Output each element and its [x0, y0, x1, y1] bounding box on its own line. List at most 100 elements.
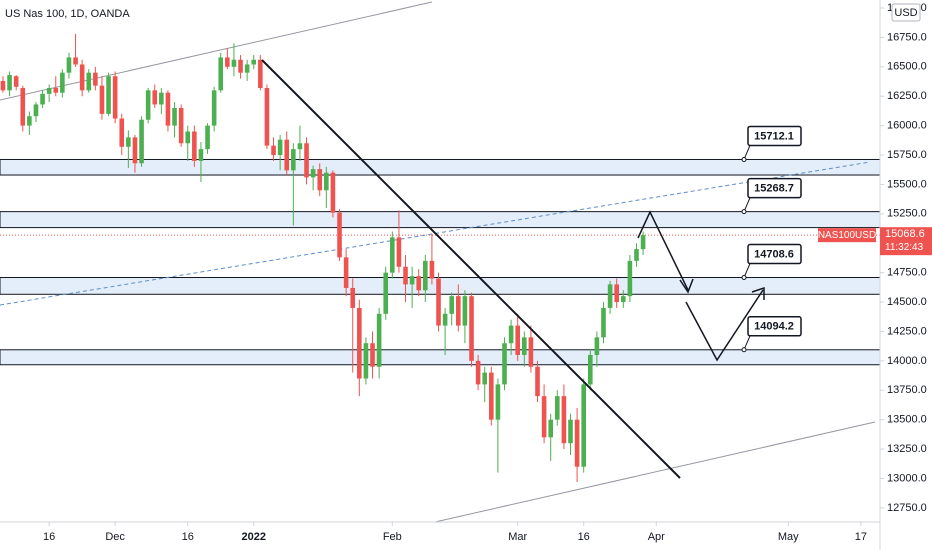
level-zone [0, 158, 881, 176]
y-tick-label: 13500.0 [887, 414, 927, 426]
candle-body [185, 131, 191, 144]
candle-body [198, 149, 204, 161]
y-tick-label: 16250.0 [887, 90, 927, 102]
candle-body [277, 139, 283, 156]
y-tick-label: 13000.0 [887, 472, 927, 484]
candle-body [211, 90, 217, 126]
y-tick-label: 16500.0 [887, 61, 927, 73]
candle-body [264, 87, 270, 146]
level-label: 15712.1 [754, 130, 794, 142]
level-zone [0, 349, 881, 366]
candle-body [310, 169, 316, 178]
candle-body [594, 337, 600, 355]
candle-body [607, 284, 613, 308]
y-tick-label: 12750.0 [887, 502, 927, 514]
candle-body [145, 90, 151, 120]
candle-body [429, 260, 435, 279]
candle-body [350, 287, 356, 308]
x-tick-label: Feb [383, 531, 402, 543]
candle-body [627, 260, 633, 297]
x-tick-label: 16 [578, 531, 590, 543]
x-tick-label: 17 [855, 531, 867, 543]
level-anchor [741, 209, 747, 215]
arrow-head [679, 278, 694, 294]
candle-body [330, 172, 336, 213]
candle-body [515, 325, 521, 355]
candle-body [376, 313, 382, 367]
candle-body [324, 172, 329, 191]
candle-body [317, 169, 323, 191]
y-tick-label: 14000.0 [887, 355, 927, 367]
candle-body [152, 90, 158, 105]
level-zone [0, 211, 881, 229]
candle-body [0, 80, 6, 91]
candle-body [106, 76, 111, 114]
candle-body [456, 296, 461, 326]
symbol-tag [818, 228, 876, 243]
level-label: 14708.6 [754, 248, 794, 260]
candle-body [66, 57, 72, 73]
candle-body [469, 296, 474, 361]
level-box [747, 125, 802, 147]
chart-title: US Nas 100, 1D, OANDA [5, 8, 130, 20]
y-tick-label: 14500.0 [887, 296, 927, 308]
y-tick-label: 13250.0 [887, 443, 927, 455]
candle-body [165, 92, 171, 126]
x-tick-label: Apr [648, 531, 665, 543]
candle-body [231, 59, 237, 67]
x-tick-label: 16 [43, 531, 55, 543]
candle-body [33, 104, 39, 117]
candle-body [86, 72, 92, 91]
candle-body [535, 366, 540, 397]
arrow-head [751, 286, 765, 300]
channel-lower [434, 421, 876, 523]
candle-body [396, 237, 402, 267]
candle-body [304, 143, 309, 178]
candle-body [139, 119, 144, 164]
candle-body [522, 337, 527, 355]
candle-body [555, 396, 560, 420]
candle-body [640, 235, 646, 250]
x-tick-label: May [778, 531, 799, 543]
candle-body [436, 278, 441, 326]
candle-body [132, 137, 138, 164]
level-pointer [743, 263, 751, 278]
candle-body [159, 92, 164, 105]
candle-body [423, 260, 428, 291]
candle-body [561, 396, 567, 444]
candle-body [601, 307, 606, 338]
level-pointer [743, 197, 751, 212]
candle-body [614, 284, 619, 303]
candle-body [284, 139, 290, 171]
candle-body [27, 116, 32, 126]
candle-body [548, 419, 554, 438]
candle-body [172, 107, 177, 126]
candle-body [357, 307, 362, 379]
candle-body [383, 272, 389, 314]
projection-arrow [637, 210, 689, 291]
symbol-label: NAS100USD [818, 230, 876, 241]
level-box [747, 177, 802, 199]
candle-body [587, 354, 593, 385]
candle-body [489, 372, 494, 420]
candle-body [581, 384, 586, 467]
candle-body [574, 419, 580, 467]
candle-body [119, 118, 125, 147]
y-tick-label: 13750.0 [887, 384, 927, 396]
candle-body [99, 85, 105, 114]
currency: USD [894, 7, 917, 19]
candle-body [482, 372, 488, 385]
candle-body [442, 313, 448, 326]
candle-body [79, 64, 85, 91]
candle-body [238, 59, 243, 73]
candle-body [46, 87, 52, 94]
candle-body [495, 384, 501, 420]
candle-body [251, 59, 257, 65]
y-tick-label: 15500.0 [887, 178, 927, 190]
candle-body [337, 212, 342, 258]
candle-body [568, 419, 573, 444]
level-anchor [741, 275, 747, 281]
candle-body [178, 107, 184, 144]
candle-body [390, 237, 395, 273]
